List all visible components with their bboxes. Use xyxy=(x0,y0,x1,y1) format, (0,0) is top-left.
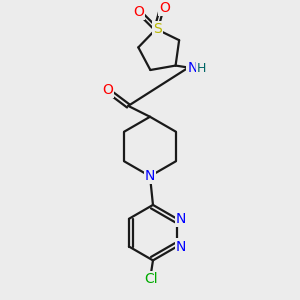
Text: N: N xyxy=(176,239,186,254)
Text: O: O xyxy=(160,1,170,15)
Text: O: O xyxy=(133,5,144,19)
Text: O: O xyxy=(102,83,113,97)
Text: H: H xyxy=(196,62,206,75)
Text: N: N xyxy=(187,61,198,74)
Text: Cl: Cl xyxy=(144,272,158,286)
Text: N: N xyxy=(145,169,155,183)
Text: N: N xyxy=(176,212,186,226)
Text: S: S xyxy=(153,22,161,36)
